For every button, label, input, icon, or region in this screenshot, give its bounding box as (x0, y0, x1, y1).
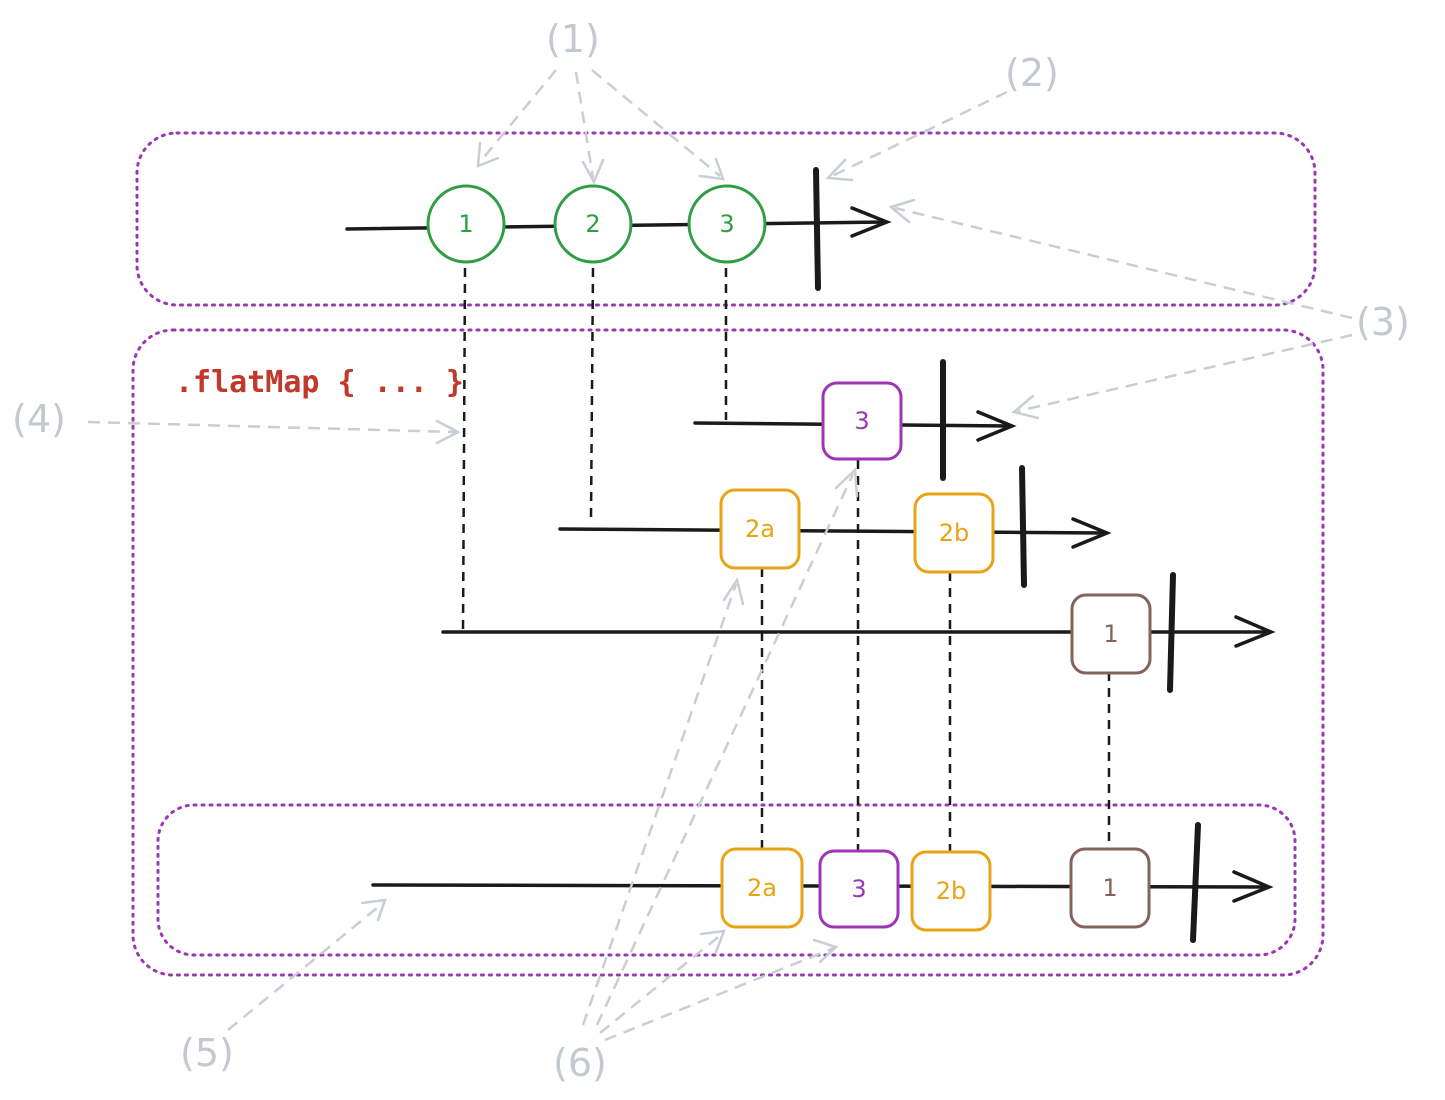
source-event-2: 2 (553, 184, 633, 264)
result-event-3: 3 (818, 849, 900, 929)
inner-stream-1-complete-marker (1167, 572, 1176, 693)
source-event-3: 3 (687, 184, 767, 264)
inner-stream-3-arrowhead (976, 410, 1017, 442)
callout-2: (2) (1005, 51, 1059, 95)
inner-stream-2-event-2b: 2b (913, 492, 995, 574)
source-event-3-label: 3 (719, 210, 734, 238)
result-arrowhead (1232, 870, 1274, 903)
inner-stream-2-event-2b-label: 2b (939, 519, 970, 547)
source-arrowhead (850, 206, 892, 238)
source-event-2-label: 2 (585, 210, 600, 238)
inner-stream-2-timeline (558, 527, 1107, 535)
inner-stream-1-event-1-label: 1 (1103, 620, 1118, 648)
callout-4-pointer (87, 419, 461, 445)
operator-label: .flatMap { ... } (175, 365, 464, 400)
inner-stream-2-event-2a: 2a (719, 488, 801, 570)
connector-source-1 (461, 267, 467, 633)
callout-1-pointers (476, 69, 725, 185)
callout-5-pointer (227, 898, 387, 1031)
result-event-2b: 2b (910, 850, 992, 932)
result-event-3-label: 3 (851, 875, 866, 903)
callout-2-pointer (825, 90, 1008, 182)
inner-stream-3-event-3: 3 (821, 381, 903, 461)
inner-stream-1-event-1: 1 (1070, 593, 1152, 675)
inner-stream-2-event-2a-label: 2a (745, 515, 775, 543)
result-event-2b-label: 2b (936, 877, 967, 905)
callout-3: (3) (1356, 300, 1410, 344)
callout-6-pointers (581, 467, 859, 1042)
callout-1: (1) (546, 17, 600, 61)
result-complete-marker (1190, 822, 1201, 943)
operator-region (131, 328, 1325, 977)
source-complete-marker (813, 167, 821, 291)
inner-stream-2-arrowhead (1071, 517, 1112, 549)
callout-3-pointers (888, 198, 1353, 420)
result-region (156, 803, 1297, 957)
inner-stream-1-arrowhead (1234, 615, 1276, 648)
callout-6: (6) (553, 1041, 607, 1085)
result-event-2a: 2a (720, 847, 804, 929)
source-event-1: 1 (426, 184, 506, 264)
source-event-1-label: 1 (458, 210, 473, 238)
callout-4: (4) (12, 397, 66, 441)
callout-5: (5) (180, 1031, 234, 1075)
result-event-1: 1 (1069, 847, 1151, 929)
inner-stream-3-event-3-label: 3 (854, 407, 869, 435)
result-event-2a-label: 2a (747, 874, 777, 902)
inner-stream-2-complete-marker (1019, 465, 1027, 588)
result-event-1-label: 1 (1102, 874, 1117, 902)
